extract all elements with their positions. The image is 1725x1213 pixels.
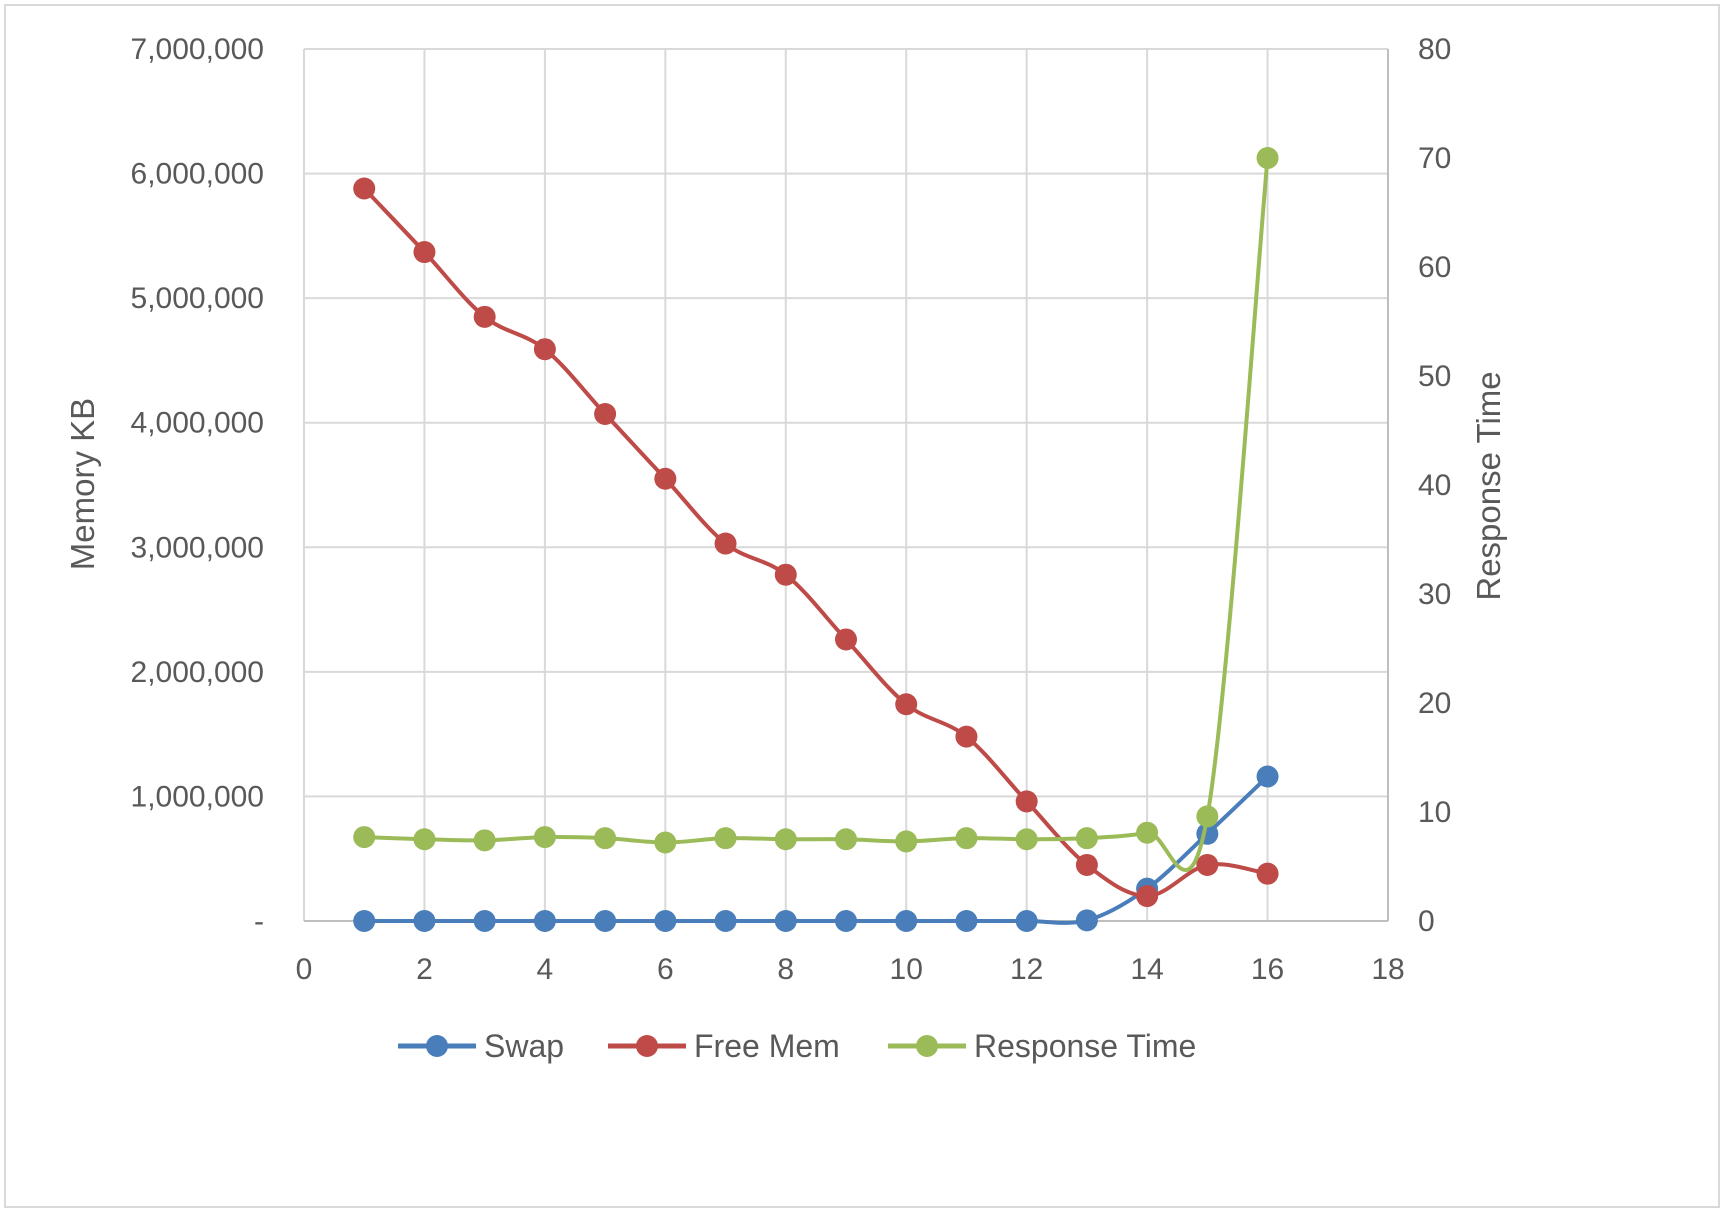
data-point <box>1256 147 1279 169</box>
data-point <box>1015 790 1038 813</box>
x-tick-label: 8 <box>777 953 794 986</box>
data-point <box>654 467 677 490</box>
data-point <box>835 628 857 651</box>
y2-tick-label: 80 <box>1418 33 1451 66</box>
data-point <box>654 910 677 932</box>
x-tick-label: 12 <box>1010 953 1043 986</box>
data-point <box>533 826 556 849</box>
data-point <box>714 532 737 555</box>
y-tick-label: 1,000,000 <box>131 780 264 813</box>
x-tick-label: 2 <box>416 953 433 986</box>
y2-tick-label: 60 <box>1418 251 1451 284</box>
data-point <box>1075 909 1098 932</box>
data-point <box>1015 828 1038 851</box>
data-point <box>774 910 797 932</box>
legend-item: Response Time <box>888 1028 1196 1064</box>
data-point <box>473 910 496 932</box>
data-point <box>774 563 797 586</box>
data-point <box>413 910 436 932</box>
data-point <box>895 830 918 853</box>
data-point <box>1075 827 1098 850</box>
legend-label: Response Time <box>974 1028 1196 1064</box>
y2-axis-title: Response Time <box>1470 371 1507 600</box>
x-tick-label: 16 <box>1251 953 1284 986</box>
data-point <box>1256 862 1279 885</box>
axes <box>304 49 1389 922</box>
x-tick-label: 6 <box>657 953 674 986</box>
data-point <box>714 910 737 932</box>
data-point <box>473 305 496 328</box>
data-point <box>1136 821 1159 844</box>
data-point <box>1015 910 1038 932</box>
y2-tick-label: 70 <box>1418 142 1451 175</box>
tick-labels: - 1,000,000 2,000,000 3,000,000 4,000,000 5,0… <box>131 33 1452 986</box>
chart-frame: - 1,000,000 2,000,000 3,000,000 4,000,000 5,0… <box>4 4 1720 1208</box>
data-point <box>835 910 857 932</box>
data-point <box>654 831 677 854</box>
data-point <box>1196 805 1219 828</box>
y2-tick-label: 10 <box>1418 796 1451 829</box>
x-tick-label: 14 <box>1130 953 1163 986</box>
y2-tick-label: 0 <box>1418 905 1435 938</box>
data-point <box>1136 885 1159 908</box>
y-tick-label: 4,000,000 <box>131 407 264 440</box>
x-tick-label: 0 <box>296 953 313 986</box>
y-tick-label: - <box>254 905 264 938</box>
series-line <box>364 157 1270 872</box>
data-point <box>594 402 617 425</box>
y-tick-label: 6,000,000 <box>131 158 264 191</box>
series-response-time <box>353 147 1279 872</box>
legend-marker <box>916 1035 938 1057</box>
x-tick-label: 10 <box>890 953 923 986</box>
data-point <box>594 910 617 932</box>
series-swap <box>353 765 1279 932</box>
data-point <box>353 826 376 849</box>
gridlines <box>303 48 1389 922</box>
data-point <box>895 910 918 932</box>
data-point <box>955 827 978 850</box>
x-tick-label: 4 <box>537 953 554 986</box>
data-point <box>353 177 376 200</box>
series-line <box>362 187 1268 899</box>
data-point <box>1256 765 1279 788</box>
data-point <box>774 828 797 851</box>
legend-marker <box>636 1035 658 1057</box>
data-point <box>413 828 436 851</box>
data-point <box>714 827 737 850</box>
y-tick-label: 2,000,000 <box>131 656 264 689</box>
y-axis-title: Memory KB <box>64 398 101 570</box>
data-point <box>955 725 978 748</box>
legend-label: Swap <box>484 1028 564 1064</box>
y-tick-label: 7,000,000 <box>131 33 264 66</box>
series-line <box>364 775 1269 925</box>
legend-label: Free Mem <box>694 1028 840 1064</box>
y2-tick-label: 20 <box>1418 687 1451 720</box>
y2-tick-label: 40 <box>1418 469 1451 502</box>
data-point <box>895 693 918 716</box>
data-point <box>1075 853 1098 876</box>
legend-item: Swap <box>398 1028 564 1064</box>
legend-item: Free Mem <box>608 1028 840 1064</box>
data-point <box>533 338 556 361</box>
data-point <box>353 910 376 932</box>
data-point <box>594 827 617 850</box>
y-tick-label: 5,000,000 <box>131 282 264 315</box>
y2-tick-label: 30 <box>1418 578 1451 611</box>
y-tick-label: 3,000,000 <box>131 531 264 564</box>
legend-marker <box>426 1035 448 1057</box>
legend: Swap Free Mem Response Time <box>398 1028 1196 1064</box>
data-point <box>533 910 556 932</box>
data-point <box>835 828 857 851</box>
data-point <box>413 241 436 264</box>
line-chart: - 1,000,000 2,000,000 3,000,000 4,000,000 5,0… <box>64 33 1507 1064</box>
data-point <box>955 910 978 932</box>
series-lines <box>353 147 1279 932</box>
x-tick-label: 18 <box>1371 953 1404 986</box>
y2-tick-label: 50 <box>1418 360 1451 393</box>
series-free-mem <box>353 177 1279 908</box>
data-point <box>1196 853 1219 876</box>
data-point <box>473 829 496 852</box>
